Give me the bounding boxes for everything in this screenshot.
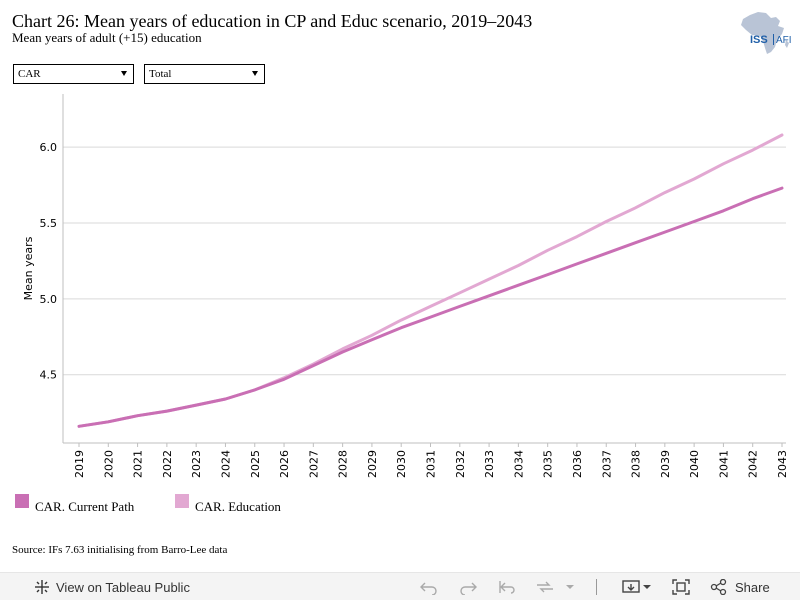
chevron-down-icon <box>252 71 258 76</box>
x-tick-label: 2036 <box>571 450 584 478</box>
undo-button[interactable] <box>419 573 439 600</box>
legend-label: CAR. Education <box>195 499 281 514</box>
revert-icon <box>499 581 515 594</box>
chart-title: Chart 26: Mean years of education in CP … <box>12 11 533 31</box>
fullscreen-icon <box>672 579 690 595</box>
download-button[interactable] <box>622 573 652 600</box>
iss-africa-logo: ISS AFI <box>736 10 800 56</box>
share-icon <box>710 579 727 595</box>
x-tick-label: 2027 <box>307 450 320 478</box>
chevron-down-icon <box>121 71 127 76</box>
view-on-tableau-link[interactable]: View on Tableau Public <box>34 573 190 600</box>
tableau-toolbar: View on Tableau Public <box>0 572 800 600</box>
revert-button[interactable] <box>497 573 517 600</box>
series-line-0 <box>77 186 784 428</box>
legend-swatch <box>15 494 29 508</box>
x-tick-label: 2028 <box>337 450 350 478</box>
x-tick-label: 2030 <box>395 450 408 478</box>
x-tick-label: 2020 <box>102 450 115 478</box>
africa-map-icon <box>741 12 784 54</box>
refresh-icon <box>537 581 553 593</box>
x-tick-label: 2026 <box>278 450 291 478</box>
y-tick-label: 6.0 <box>40 141 58 154</box>
x-tick-label: 2031 <box>425 450 438 478</box>
fullscreen-button[interactable] <box>672 573 690 600</box>
legend-item-education[interactable]: CAR. Education <box>175 494 281 514</box>
y-tick-label: 4.5 <box>40 369 58 382</box>
type-dropdown-value: Total <box>149 68 172 80</box>
type-dropdown[interactable]: Total <box>144 64 265 84</box>
country-dropdown[interactable]: CAR <box>13 64 134 84</box>
logo-suffix: AFI <box>776 35 792 46</box>
y-axis-label: Mean years <box>22 236 35 300</box>
x-tick-label: 2043 <box>776 450 789 478</box>
tableau-logo-icon <box>35 580 49 594</box>
legend-item-current-path[interactable]: CAR. Current Path <box>15 494 134 514</box>
source-note: Source: IFs 7.63 initialising from Barro… <box>12 544 228 556</box>
legend-swatch <box>175 494 189 508</box>
series-line-1 <box>77 133 784 428</box>
refresh-button[interactable] <box>535 573 555 600</box>
toolbar-divider <box>596 579 597 595</box>
x-tick-label: 2035 <box>542 450 555 478</box>
line-chart-svg: 4.5 5.0 5.5 6.0 2019 2020 2021 2022 2023 2024 202… <box>22 94 789 478</box>
more-options-button[interactable] <box>565 573 575 600</box>
country-dropdown-value: CAR <box>18 68 41 80</box>
x-tick-label: 2039 <box>659 450 672 478</box>
x-tick-label: 2038 <box>630 450 643 478</box>
x-tick-label: 2040 <box>688 450 701 478</box>
undo-icon <box>420 582 437 595</box>
share-button[interactable]: Share <box>710 573 770 600</box>
caret-down-icon <box>566 585 574 589</box>
view-on-tableau-label: View on Tableau Public <box>56 579 190 595</box>
x-tick-label: 2033 <box>483 450 496 478</box>
download-icon <box>622 580 651 593</box>
redo-button[interactable] <box>458 573 478 600</box>
x-tick-label: 2023 <box>190 450 203 478</box>
x-tick-label: 2042 <box>747 450 760 478</box>
y-tick-label: 5.0 <box>40 293 58 306</box>
chart-subtitle: Mean years of adult (+15) education <box>12 30 202 45</box>
x-tick-label: 2029 <box>366 450 379 478</box>
redo-icon <box>460 582 477 595</box>
x-tick-label: 2019 <box>73 450 86 478</box>
share-label: Share <box>735 579 770 595</box>
x-tick-label: 2037 <box>600 450 613 478</box>
legend-label: CAR. Current Path <box>35 499 135 514</box>
x-tick-label: 2032 <box>454 450 467 478</box>
x-tick-label: 2024 <box>219 450 232 478</box>
x-tick-label: 2022 <box>161 450 174 478</box>
x-tick-label: 2021 <box>132 450 145 478</box>
line-chart: 4.5 5.0 5.5 6.0 2019 2020 2021 2022 2023 2024 202… <box>0 88 800 478</box>
x-tick-label: 2041 <box>717 450 730 478</box>
x-tick-label: 2025 <box>249 450 262 478</box>
x-tick-label: 2034 <box>512 450 525 478</box>
logo-text: ISS <box>750 34 768 46</box>
y-tick-label: 5.5 <box>40 217 58 230</box>
